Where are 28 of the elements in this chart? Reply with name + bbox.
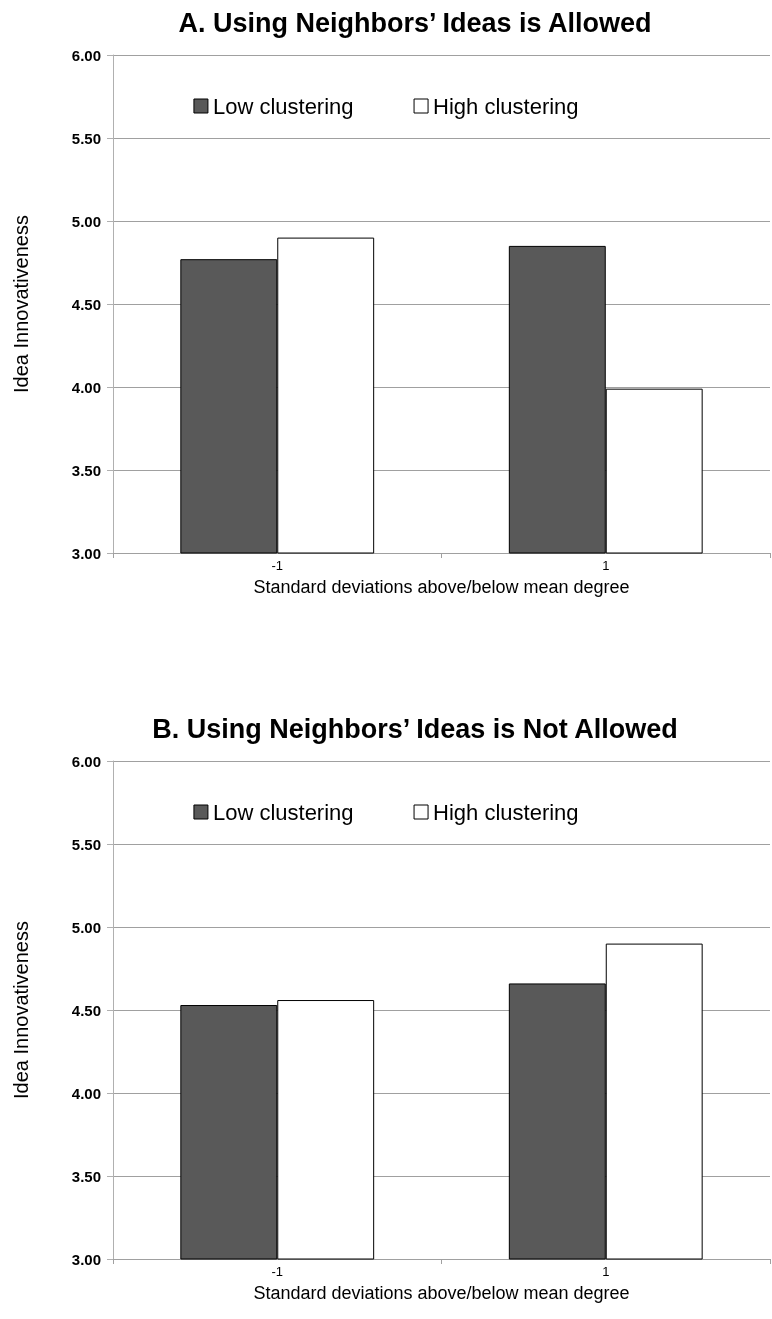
y-axis-title: Idea Innovativeness	[10, 215, 32, 393]
y-tick-label: 6.00	[71, 46, 101, 64]
y-tick-label: 3.50	[71, 1167, 101, 1185]
y-tick-label: 3.50	[71, 461, 101, 479]
y-tick-label: 5.50	[71, 835, 101, 853]
y-tick-label: 5.00	[71, 212, 101, 230]
y-tick-label: 4.00	[71, 378, 101, 396]
chart-title: A. Using Neighbors’ Ideas is Allowed	[178, 7, 652, 38]
legend-label: Low clustering	[212, 799, 354, 825]
y-tick-label: 4.50	[71, 1001, 101, 1019]
x-axis-title: Standard deviations above/below mean degree	[253, 1283, 630, 1303]
x-tick-label: -1	[271, 1264, 284, 1279]
y-tick-label: 4.00	[71, 1084, 101, 1102]
x-tick-label: 1	[602, 558, 610, 573]
x-axis-title: Standard deviations above/below mean degree	[253, 577, 630, 597]
legend-label: High clustering	[433, 93, 579, 119]
y-axis-title: Idea Innovativeness	[10, 921, 32, 1099]
y-tick-label: 3.00	[71, 544, 101, 562]
x-tick-label: -1	[271, 558, 284, 573]
x-tick-label: 1	[602, 1264, 610, 1279]
legend-label: Low clustering	[212, 93, 354, 119]
legend-label: High clustering	[433, 799, 579, 825]
y-tick-label: 5.50	[71, 129, 101, 147]
y-tick-label: 4.50	[71, 295, 101, 313]
y-tick-label: 6.00	[71, 752, 101, 770]
chart-title: B. Using Neighbors’ Ideas is Not Allowed	[152, 713, 678, 744]
y-tick-label: 3.00	[71, 1250, 101, 1268]
y-tick-label: 5.00	[71, 918, 101, 936]
